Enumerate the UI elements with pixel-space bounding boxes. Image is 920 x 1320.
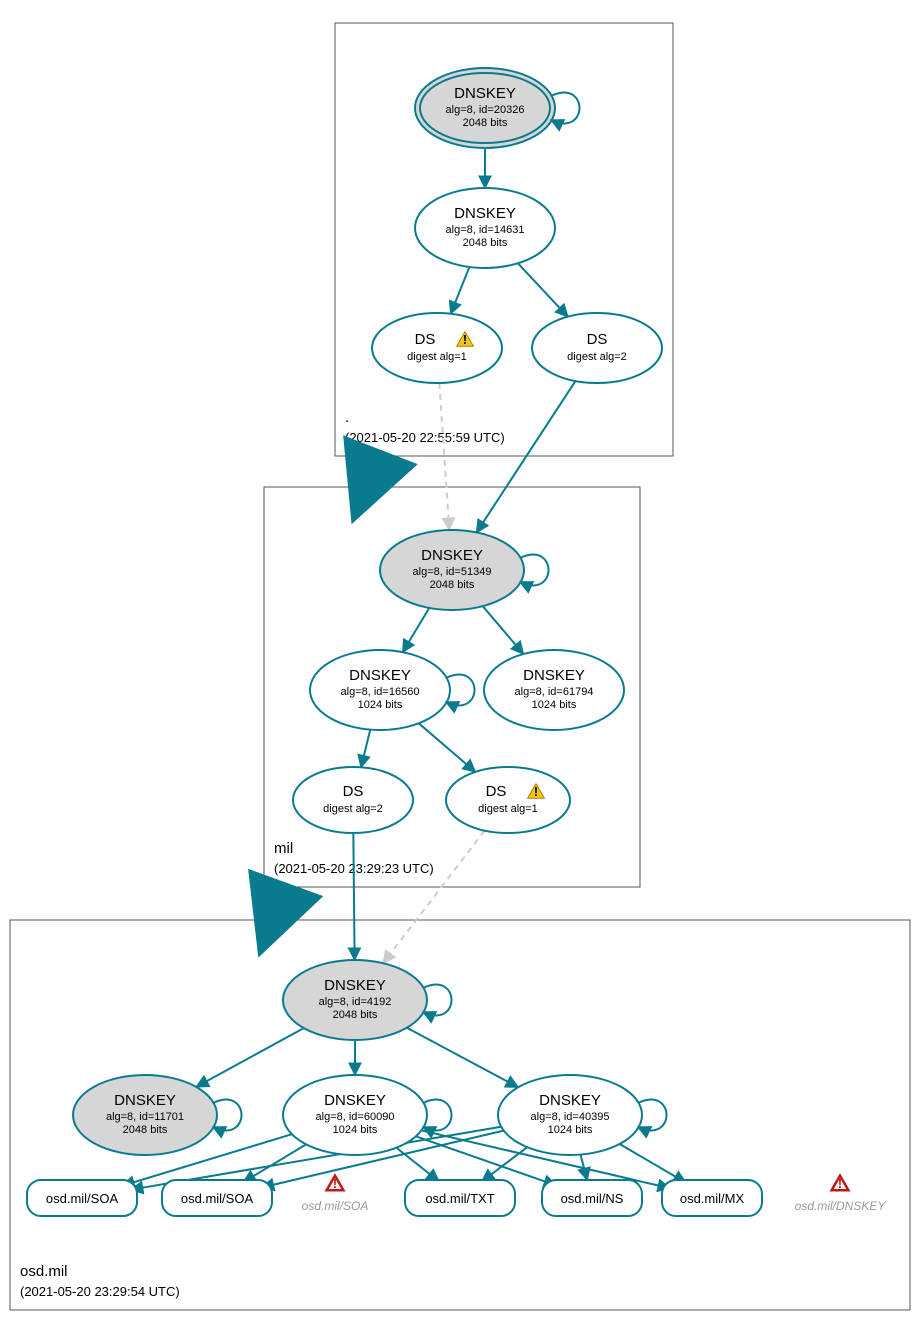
svg-text:osd.mil/SOA: osd.mil/SOA (302, 1199, 369, 1213)
svg-text:2048 bits: 2048 bits (123, 1124, 168, 1136)
svg-text:2048 bits: 2048 bits (333, 1009, 378, 1021)
svg-text:DS: DS (343, 783, 364, 800)
svg-text:DNSKEY: DNSKEY (349, 667, 411, 684)
node-n3: DS digest alg=1! (372, 313, 502, 383)
node-n5: DNSKEY alg=8, id=513492048 bits (380, 530, 549, 610)
svg-text:alg=8, id=14631: alg=8, id=14631 (446, 224, 525, 236)
node-n1: DNSKEY alg=8, id=203262048 bits (415, 68, 580, 148)
dnssec-diagram: . (2021-05-20 22:55:59 UTC) mil (2021-05-20… (0, 0, 920, 1320)
svg-text:osd.mil/TXT: osd.mil/TXT (425, 1191, 494, 1206)
node-r3: ! osd.mil/SOA (302, 1176, 369, 1213)
svg-text:alg=8, id=20326: alg=8, id=20326 (446, 104, 525, 116)
node-n9: DS digest alg=1! (446, 767, 570, 833)
node-n2: DNSKEY alg=8, id=146312048 bits (415, 188, 555, 268)
svg-text:osd.mil/SOA: osd.mil/SOA (46, 1191, 119, 1206)
svg-text:1024 bits: 1024 bits (358, 699, 403, 711)
svg-text:1024 bits: 1024 bits (532, 699, 577, 711)
svg-text:osd.mil/DNSKEY: osd.mil/DNSKEY (795, 1199, 887, 1213)
svg-text:alg=8, id=11701: alg=8, id=11701 (106, 1111, 184, 1123)
node-n7: DNSKEY alg=8, id=617941024 bits (484, 650, 624, 730)
svg-text:.: . (345, 409, 349, 426)
node-n13: DNSKEY alg=8, id=403951024 bits (498, 1075, 667, 1155)
svg-text:mil: mil (274, 840, 293, 857)
svg-text:(2021-05-20 23:29:54 UTC): (2021-05-20 23:29:54 UTC) (20, 1284, 180, 1299)
svg-text:osd.mil/MX: osd.mil/MX (680, 1191, 745, 1206)
svg-text:alg=8, id=51349: alg=8, id=51349 (413, 566, 492, 578)
svg-text:alg=8, id=61794: alg=8, id=61794 (515, 686, 594, 698)
svg-text:DNSKEY: DNSKEY (523, 667, 585, 684)
svg-text:!: ! (534, 785, 538, 799)
node-n10: DNSKEY alg=8, id=41922048 bits (283, 960, 452, 1040)
svg-text:DNSKEY: DNSKEY (114, 1092, 176, 1109)
node-r2: osd.mil/SOA (162, 1180, 272, 1216)
svg-text:DNSKEY: DNSKEY (539, 1092, 601, 1109)
svg-text:!: ! (463, 333, 467, 347)
svg-text:(2021-05-20 22:55:59 UTC): (2021-05-20 22:55:59 UTC) (345, 430, 505, 445)
node-n11: DNSKEY alg=8, id=117012048 bits (73, 1075, 242, 1155)
node-r7: ! osd.mil/DNSKEY (795, 1176, 887, 1213)
svg-text:digest alg=2: digest alg=2 (567, 351, 627, 363)
svg-text:osd.mil/NS: osd.mil/NS (561, 1191, 624, 1206)
svg-text:DS: DS (486, 783, 507, 800)
svg-text:alg=8, id=60090: alg=8, id=60090 (316, 1111, 395, 1123)
svg-text:DNSKEY: DNSKEY (324, 977, 386, 994)
svg-text:2048 bits: 2048 bits (463, 117, 508, 129)
svg-text:alg=8, id=4192: alg=8, id=4192 (319, 996, 392, 1008)
svg-text:2048 bits: 2048 bits (463, 237, 508, 249)
svg-text:DS: DS (415, 331, 436, 348)
svg-text:DNSKEY: DNSKEY (454, 205, 516, 222)
svg-text:DNSKEY: DNSKEY (324, 1092, 386, 1109)
node-r5: osd.mil/NS (542, 1180, 642, 1216)
node-n6: DNSKEY alg=8, id=165601024 bits (310, 650, 475, 730)
svg-text:digest alg=1: digest alg=1 (478, 803, 538, 815)
svg-text:digest alg=1: digest alg=1 (407, 351, 467, 363)
node-r6: osd.mil/MX (662, 1180, 762, 1216)
svg-text:alg=8, id=16560: alg=8, id=16560 (341, 686, 420, 698)
svg-text:DNSKEY: DNSKEY (421, 547, 483, 564)
node-n8: DS digest alg=2 (293, 767, 413, 833)
node-n12: DNSKEY alg=8, id=600901024 bits (283, 1075, 452, 1155)
svg-text:!: ! (333, 1177, 337, 1191)
node-n4: DS digest alg=2 (532, 313, 662, 383)
svg-text:osd.mil: osd.mil (20, 1263, 68, 1280)
svg-text:digest alg=2: digest alg=2 (323, 803, 383, 815)
svg-text:osd.mil/SOA: osd.mil/SOA (181, 1191, 254, 1206)
svg-text:alg=8, id=40395: alg=8, id=40395 (531, 1111, 610, 1123)
svg-text:DNSKEY: DNSKEY (454, 85, 516, 102)
node-r1: osd.mil/SOA (27, 1180, 137, 1216)
svg-text:!: ! (838, 1177, 842, 1191)
svg-text:1024 bits: 1024 bits (548, 1124, 593, 1136)
node-r4: osd.mil/TXT (405, 1180, 515, 1216)
svg-text:2048 bits: 2048 bits (430, 579, 475, 591)
svg-text:DS: DS (587, 331, 608, 348)
svg-text:1024 bits: 1024 bits (333, 1124, 378, 1136)
